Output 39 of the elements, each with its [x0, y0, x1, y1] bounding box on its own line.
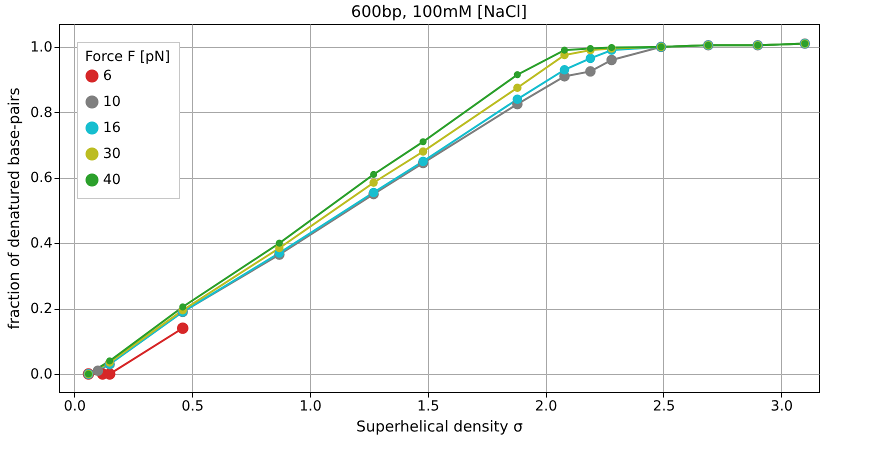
legend-label: 30: [103, 146, 121, 162]
point: [585, 66, 596, 77]
point: [177, 322, 188, 334]
point: [418, 147, 428, 156]
point: [513, 84, 522, 92]
x-tick-label: 1.5: [417, 398, 440, 414]
point: [560, 46, 568, 54]
x-tick-label: 3.0: [770, 398, 793, 414]
x-tick-label: 0.5: [182, 398, 204, 414]
legend-label: 6: [103, 68, 112, 84]
y-tick-label: 0.2: [30, 301, 52, 318]
point: [512, 94, 522, 104]
legend-label: 40: [103, 172, 121, 188]
y-axis-title: fraction of denatured base-pairs: [5, 87, 24, 330]
point: [370, 170, 378, 178]
point: [420, 138, 427, 146]
point: [179, 303, 186, 310]
chart-title: 600bp, 100mM [NaCl]: [351, 2, 527, 21]
point: [92, 366, 104, 376]
point: [369, 178, 378, 187]
point: [276, 240, 283, 247]
x-tick-label: 0.0: [64, 398, 86, 414]
legend-title: Force F [pN]: [85, 49, 170, 65]
legend-label: 16: [103, 120, 121, 136]
x-tick-label: 2.0: [535, 398, 558, 414]
y-tick-label: 0.6: [30, 170, 53, 186]
point: [606, 54, 617, 66]
point: [106, 357, 114, 364]
legend-label: 10: [103, 94, 121, 110]
point: [560, 65, 570, 75]
y-tick-label: 0.0: [30, 366, 52, 383]
x-axis-title: Superhelical density σ: [356, 418, 524, 436]
y-tick-label: 0.8: [30, 104, 52, 121]
point: [514, 71, 521, 78]
y-tick-label: 0.4: [30, 236, 53, 252]
x-tick-label: 2.5: [652, 398, 676, 414]
x-tick-label: 1.0: [299, 398, 322, 414]
y-tick-label: 1.0: [30, 39, 52, 56]
point: [586, 54, 596, 64]
